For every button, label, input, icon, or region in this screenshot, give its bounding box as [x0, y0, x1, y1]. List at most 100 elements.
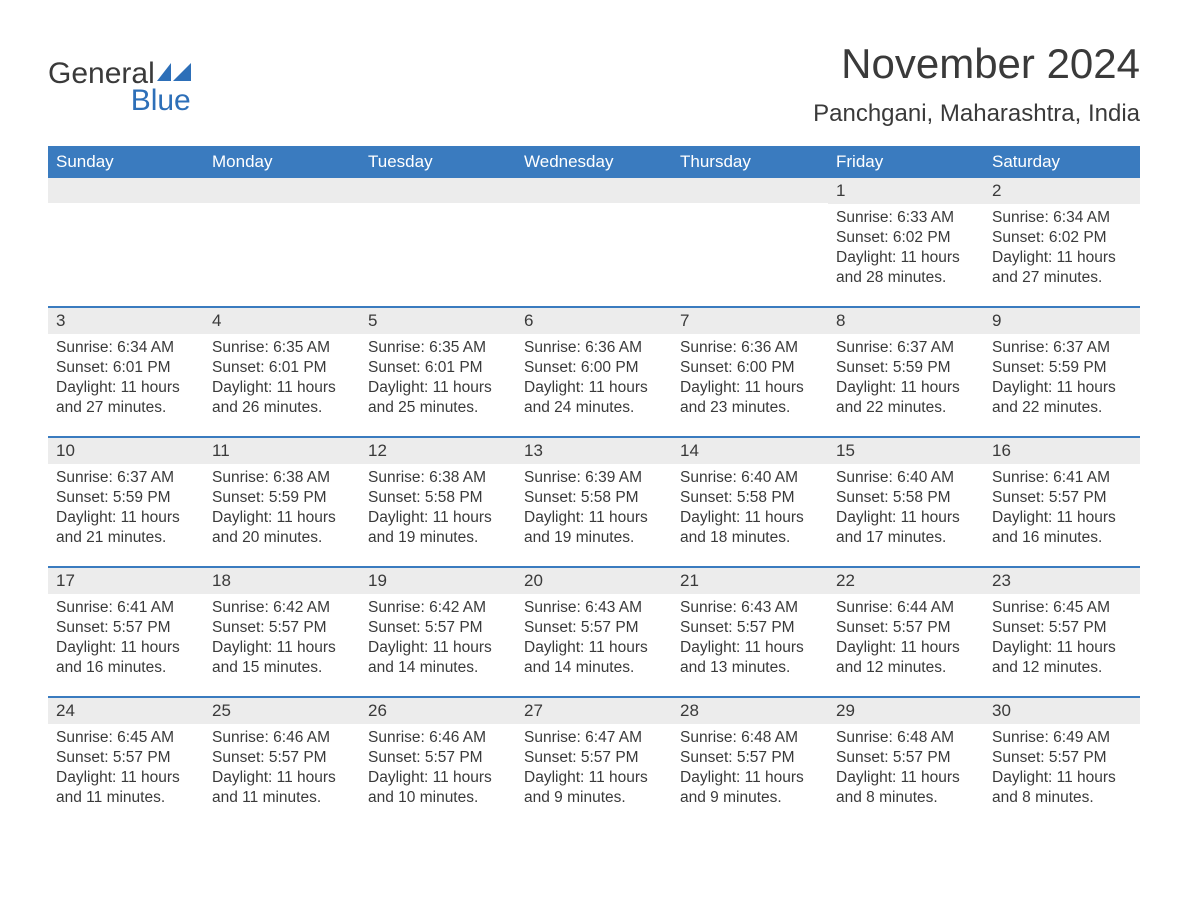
daylight-line: Daylight: 11 hours and 19 minutes.	[524, 508, 664, 548]
sunset-line: Sunset: 5:57 PM	[992, 748, 1132, 768]
sunset-line: Sunset: 5:58 PM	[524, 488, 664, 508]
day-cell: 16Sunrise: 6:41 AMSunset: 5:57 PMDayligh…	[984, 438, 1140, 556]
sunset-line: Sunset: 6:02 PM	[836, 228, 976, 248]
day-details: Sunrise: 6:41 AMSunset: 5:57 PMDaylight:…	[48, 594, 204, 685]
day-details: Sunrise: 6:48 AMSunset: 5:57 PMDaylight:…	[828, 724, 984, 815]
day-details: Sunrise: 6:38 AMSunset: 5:59 PMDaylight:…	[204, 464, 360, 555]
sunset-line: Sunset: 5:57 PM	[56, 748, 196, 768]
day-details: Sunrise: 6:42 AMSunset: 5:57 PMDaylight:…	[360, 594, 516, 685]
sunset-line: Sunset: 5:57 PM	[992, 618, 1132, 638]
day-details: Sunrise: 6:35 AMSunset: 6:01 PMDaylight:…	[360, 334, 516, 425]
daylight-line: Daylight: 11 hours and 15 minutes.	[212, 638, 352, 678]
day-number: 22	[828, 568, 984, 594]
day-cell: 4Sunrise: 6:35 AMSunset: 6:01 PMDaylight…	[204, 308, 360, 426]
day-cell: 3Sunrise: 6:34 AMSunset: 6:01 PMDaylight…	[48, 308, 204, 426]
day-details: Sunrise: 6:39 AMSunset: 5:58 PMDaylight:…	[516, 464, 672, 555]
day-details: Sunrise: 6:33 AMSunset: 6:02 PMDaylight:…	[828, 204, 984, 295]
sunset-line: Sunset: 5:57 PM	[992, 488, 1132, 508]
sunset-line: Sunset: 6:00 PM	[524, 358, 664, 378]
day-cell: 19Sunrise: 6:42 AMSunset: 5:57 PMDayligh…	[360, 568, 516, 686]
day-number: 26	[360, 698, 516, 724]
sunset-line: Sunset: 5:57 PM	[680, 748, 820, 768]
day-details: Sunrise: 6:37 AMSunset: 5:59 PMDaylight:…	[48, 464, 204, 555]
daylight-line: Daylight: 11 hours and 18 minutes.	[680, 508, 820, 548]
daylight-line: Daylight: 11 hours and 24 minutes.	[524, 378, 664, 418]
day-details: Sunrise: 6:40 AMSunset: 5:58 PMDaylight:…	[672, 464, 828, 555]
daylight-line: Daylight: 11 hours and 17 minutes.	[836, 508, 976, 548]
sunrise-line: Sunrise: 6:41 AM	[56, 598, 196, 618]
day-number: 9	[984, 308, 1140, 334]
sunset-line: Sunset: 5:57 PM	[56, 618, 196, 638]
sunrise-line: Sunrise: 6:40 AM	[680, 468, 820, 488]
sunrise-line: Sunrise: 6:43 AM	[524, 598, 664, 618]
day-number: 18	[204, 568, 360, 594]
day-number: 20	[516, 568, 672, 594]
sunset-line: Sunset: 6:00 PM	[680, 358, 820, 378]
day-number: 8	[828, 308, 984, 334]
daylight-line: Daylight: 11 hours and 8 minutes.	[836, 768, 976, 808]
day-cell: 10Sunrise: 6:37 AMSunset: 5:59 PMDayligh…	[48, 438, 204, 556]
day-number: 15	[828, 438, 984, 464]
calendar: SundayMondayTuesdayWednesdayThursdayFrid…	[48, 146, 1140, 816]
day-number: 7	[672, 308, 828, 334]
week-row: 1Sunrise: 6:33 AMSunset: 6:02 PMDaylight…	[48, 178, 1140, 296]
day-cell	[204, 178, 360, 296]
sunrise-line: Sunrise: 6:41 AM	[992, 468, 1132, 488]
day-cell: 17Sunrise: 6:41 AMSunset: 5:57 PMDayligh…	[48, 568, 204, 686]
day-details: Sunrise: 6:36 AMSunset: 6:00 PMDaylight:…	[516, 334, 672, 425]
day-number: 6	[516, 308, 672, 334]
weekday-saturday: Saturday	[984, 146, 1140, 178]
day-details: Sunrise: 6:45 AMSunset: 5:57 PMDaylight:…	[48, 724, 204, 815]
sunrise-line: Sunrise: 6:48 AM	[836, 728, 976, 748]
sunrise-line: Sunrise: 6:46 AM	[212, 728, 352, 748]
sunset-line: Sunset: 5:57 PM	[212, 748, 352, 768]
week-row: 3Sunrise: 6:34 AMSunset: 6:01 PMDaylight…	[48, 306, 1140, 426]
sunset-line: Sunset: 6:02 PM	[992, 228, 1132, 248]
day-cell: 13Sunrise: 6:39 AMSunset: 5:58 PMDayligh…	[516, 438, 672, 556]
day-cell: 8Sunrise: 6:37 AMSunset: 5:59 PMDaylight…	[828, 308, 984, 426]
sunrise-line: Sunrise: 6:49 AM	[992, 728, 1132, 748]
daylight-line: Daylight: 11 hours and 9 minutes.	[680, 768, 820, 808]
daylight-line: Daylight: 11 hours and 26 minutes.	[212, 378, 352, 418]
sunset-line: Sunset: 5:57 PM	[836, 618, 976, 638]
daylight-line: Daylight: 11 hours and 8 minutes.	[992, 768, 1132, 808]
weekday-tuesday: Tuesday	[360, 146, 516, 178]
day-number	[204, 178, 360, 203]
day-details: Sunrise: 6:35 AMSunset: 6:01 PMDaylight:…	[204, 334, 360, 425]
daylight-line: Daylight: 11 hours and 9 minutes.	[524, 768, 664, 808]
calendar-body: 1Sunrise: 6:33 AMSunset: 6:02 PMDaylight…	[48, 178, 1140, 816]
day-details: Sunrise: 6:36 AMSunset: 6:00 PMDaylight:…	[672, 334, 828, 425]
day-number: 4	[204, 308, 360, 334]
day-details: Sunrise: 6:46 AMSunset: 5:57 PMDaylight:…	[204, 724, 360, 815]
day-details: Sunrise: 6:43 AMSunset: 5:57 PMDaylight:…	[672, 594, 828, 685]
daylight-line: Daylight: 11 hours and 21 minutes.	[56, 508, 196, 548]
day-cell: 14Sunrise: 6:40 AMSunset: 5:58 PMDayligh…	[672, 438, 828, 556]
day-number: 23	[984, 568, 1140, 594]
sunrise-line: Sunrise: 6:42 AM	[212, 598, 352, 618]
daylight-line: Daylight: 11 hours and 22 minutes.	[992, 378, 1132, 418]
brand-part2: Blue	[48, 87, 191, 116]
day-number: 1	[828, 178, 984, 204]
day-details: Sunrise: 6:34 AMSunset: 6:02 PMDaylight:…	[984, 204, 1140, 295]
day-cell	[516, 178, 672, 296]
day-cell: 9Sunrise: 6:37 AMSunset: 5:59 PMDaylight…	[984, 308, 1140, 426]
day-details: Sunrise: 6:40 AMSunset: 5:58 PMDaylight:…	[828, 464, 984, 555]
day-number: 11	[204, 438, 360, 464]
day-cell: 1Sunrise: 6:33 AMSunset: 6:02 PMDaylight…	[828, 178, 984, 296]
day-number: 21	[672, 568, 828, 594]
day-details: Sunrise: 6:45 AMSunset: 5:57 PMDaylight:…	[984, 594, 1140, 685]
day-details: Sunrise: 6:47 AMSunset: 5:57 PMDaylight:…	[516, 724, 672, 815]
day-cell: 15Sunrise: 6:40 AMSunset: 5:58 PMDayligh…	[828, 438, 984, 556]
day-cell: 12Sunrise: 6:38 AMSunset: 5:58 PMDayligh…	[360, 438, 516, 556]
daylight-line: Daylight: 11 hours and 12 minutes.	[992, 638, 1132, 678]
daylight-line: Daylight: 11 hours and 14 minutes.	[524, 638, 664, 678]
sunrise-line: Sunrise: 6:37 AM	[992, 338, 1132, 358]
day-number: 16	[984, 438, 1140, 464]
daylight-line: Daylight: 11 hours and 22 minutes.	[836, 378, 976, 418]
day-details: Sunrise: 6:37 AMSunset: 5:59 PMDaylight:…	[984, 334, 1140, 425]
daylight-line: Daylight: 11 hours and 13 minutes.	[680, 638, 820, 678]
sunrise-line: Sunrise: 6:40 AM	[836, 468, 976, 488]
day-number: 29	[828, 698, 984, 724]
sunrise-line: Sunrise: 6:38 AM	[368, 468, 508, 488]
day-number: 19	[360, 568, 516, 594]
